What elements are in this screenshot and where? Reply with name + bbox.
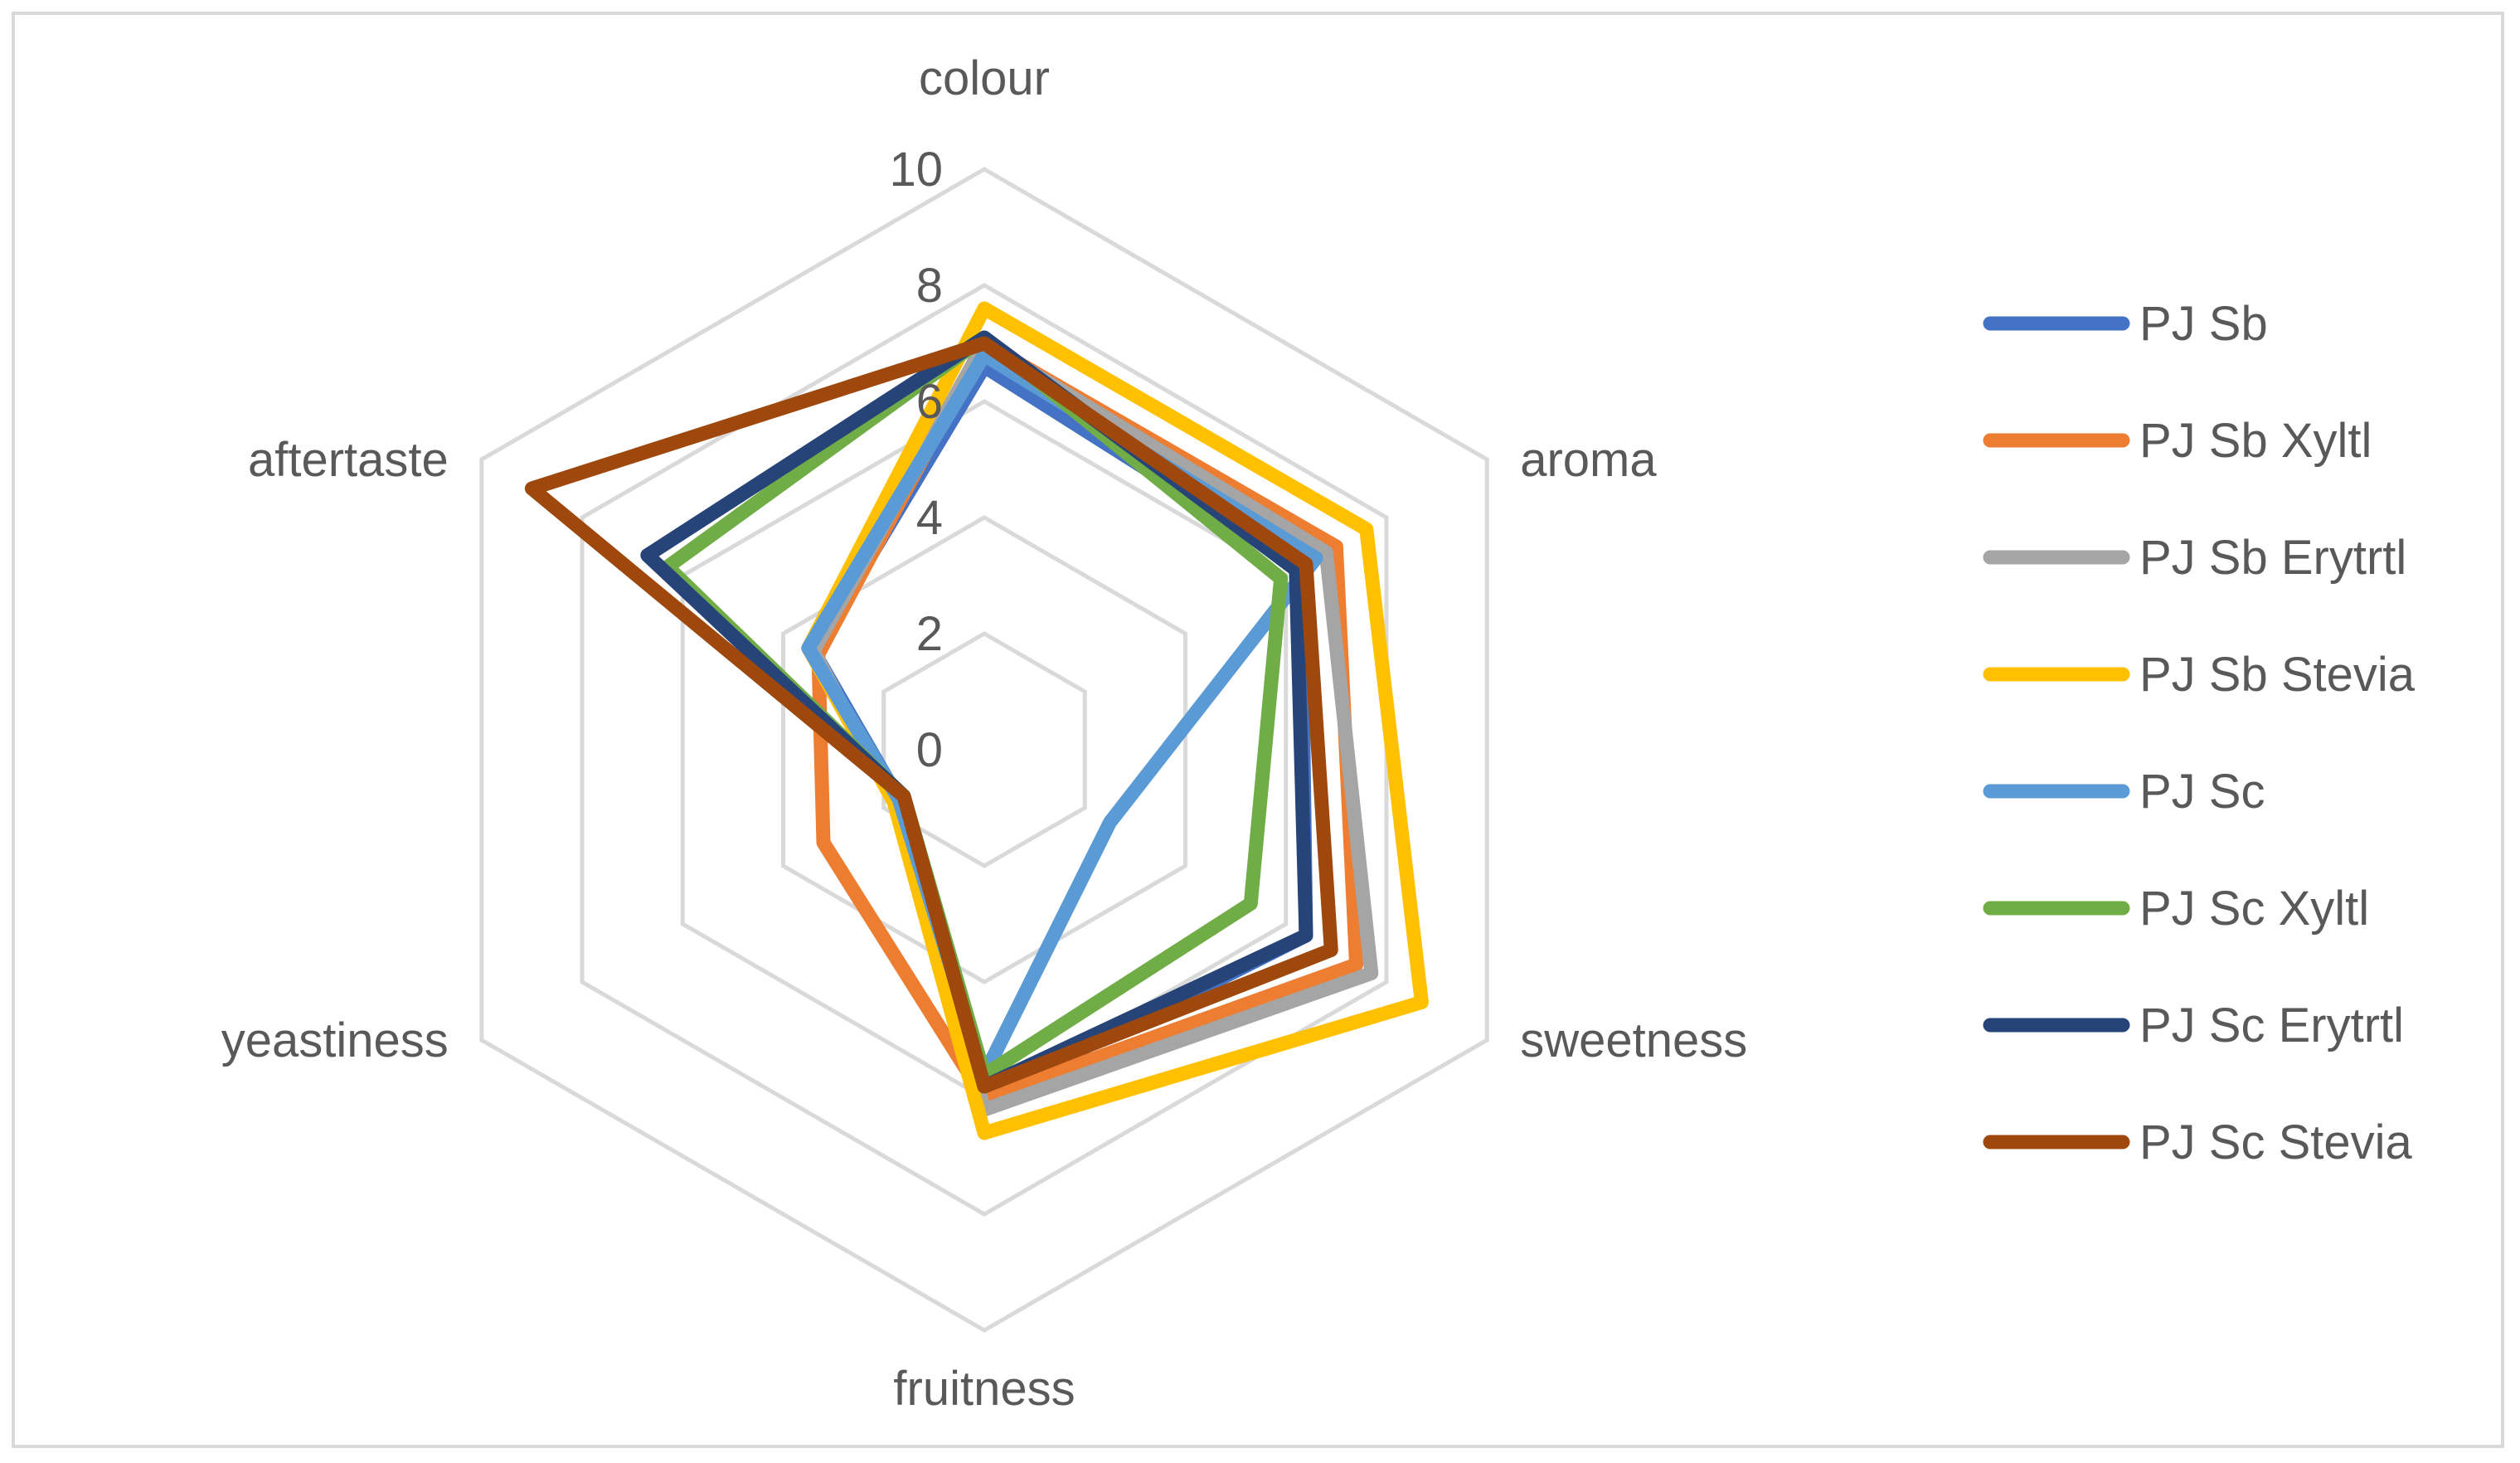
legend-label: PJ Sb Erytrtl [2139, 531, 2406, 585]
legend: PJ Sb PJ Sb Xyltl PJ Sb Erytrtl PJ Sb Stevi… [1983, 297, 2416, 1169]
radar-tick-labels: 0 2 4 6 8 10 [889, 143, 943, 777]
legend-label: PJ Sc Erytrtl [2139, 999, 2404, 1052]
grid-ring-5 [479, 167, 1489, 1333]
axis-label-colour: colour [919, 51, 1050, 105]
legend-label: PJ Sb Xyltl [2139, 414, 2372, 468]
axis-label-sweetness: sweetness [1520, 1013, 1747, 1067]
axis-label-yeastiness: yeastiness [221, 1013, 449, 1067]
legend-label: PJ Sc [2139, 765, 2265, 819]
series-line-pj-sc-stevia [524, 336, 1338, 1094]
radar-axis-labels: colour aroma sweetness fruitness yeastiness a… [221, 51, 1747, 1416]
series-line-pj-sb-xyltl [811, 336, 1364, 1106]
grid-ring-1 [881, 631, 1087, 868]
grid-ring-2 [781, 515, 1187, 984]
legend-label: PJ Sc Stevia [2139, 1115, 2413, 1169]
tick-label: 2 [916, 607, 943, 661]
tick-label: 10 [889, 143, 943, 197]
radar-series [524, 301, 1429, 1140]
series-line-pj-sc-erytrtl [640, 330, 1313, 1094]
axis-label-fruitness: fruitness [893, 1362, 1075, 1416]
grid-ring-4 [580, 283, 1389, 1217]
axis-label-aroma: aroma [1520, 433, 1657, 487]
tick-label: 6 [916, 375, 943, 429]
series-line-pj-sc-xyltl [660, 330, 1289, 1082]
tick-label: 8 [916, 259, 943, 313]
legend-label: PJ Sc Xyltl [2139, 882, 2369, 936]
tick-label: 4 [916, 491, 943, 545]
legend-label: PJ Sb Stevia [2139, 648, 2416, 702]
chart-frame [12, 12, 2504, 1448]
legend-label: PJ Sb [2139, 297, 2268, 351]
axis-label-aftertaste: aftertaste [248, 433, 449, 487]
tick-label: 0 [916, 723, 943, 777]
